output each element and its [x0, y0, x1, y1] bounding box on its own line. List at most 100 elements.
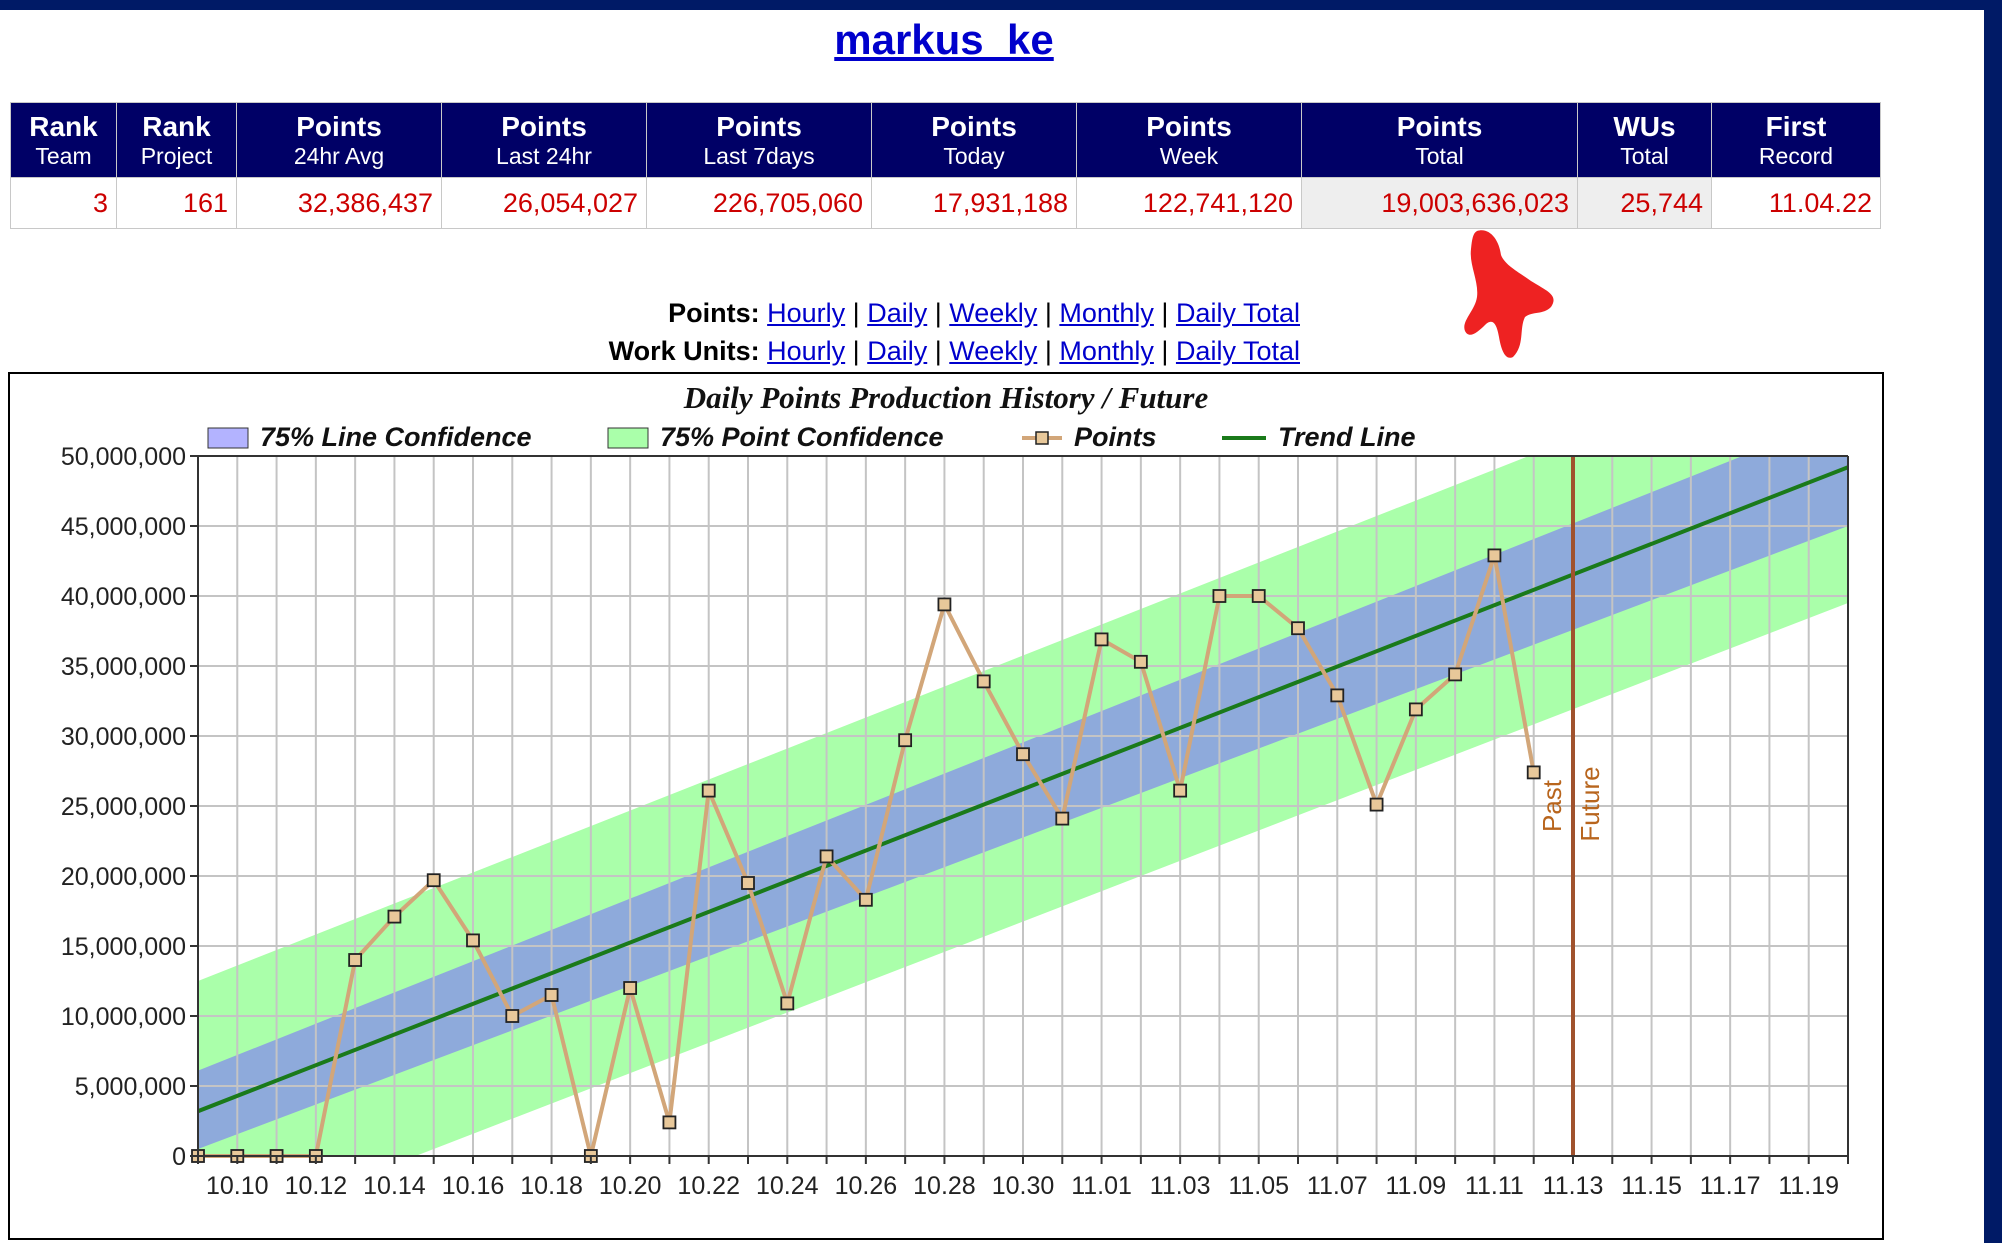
y-tick-label: 15,000,000: [61, 933, 186, 961]
points-history-chart: Daily Points Production History / Future…: [61, 380, 1849, 1200]
points-link-monthly[interactable]: Monthly: [1059, 298, 1154, 328]
x-tick-label: 11.01: [1071, 1172, 1132, 1200]
point-marker: [741, 876, 755, 890]
point-marker: [1526, 765, 1541, 780]
x-tick-label: 10.30: [992, 1172, 1055, 1200]
value-rank-team: 3: [10, 177, 117, 229]
wu-link-daily[interactable]: Daily: [867, 336, 928, 366]
stats-header-row: Rank Team Rank Project Points 24hr Avg Poin…: [10, 102, 1881, 178]
point-marker: [701, 783, 716, 798]
value-points-today: 17,931,188: [871, 177, 1077, 229]
point-marker: [1330, 688, 1345, 703]
x-tick-label: 11.11: [1465, 1172, 1524, 1200]
point-marker: [387, 909, 402, 924]
value-points-total: 19,003,636,023: [1301, 177, 1578, 229]
chart-title: Daily Points Production History / Future: [683, 380, 1209, 415]
header-points-24hr-avg: Points 24hr Avg: [236, 102, 442, 178]
y-tick-label: 20,000,000: [61, 863, 186, 891]
header-wus-total: WUs Total: [1577, 102, 1712, 178]
point-marker: [505, 1009, 520, 1023]
point-marker: [1291, 621, 1305, 636]
x-tick-label: 10.12: [285, 1172, 348, 1200]
x-tick-label: 11.07: [1307, 1172, 1368, 1200]
x-tick-label: 11.09: [1385, 1172, 1446, 1200]
work-units-links-row: Work Units: Hourly | Daily | Weekly | Mo…: [0, 336, 1300, 367]
point-marker: [1448, 667, 1463, 682]
point-marker: [544, 988, 559, 1002]
point-marker: [1055, 811, 1070, 826]
y-tick-label: 45,000,000: [61, 513, 186, 541]
point-marker: [1133, 654, 1148, 669]
x-tick-label: 10.16: [442, 1172, 505, 1200]
legend-swatch-point-confidence: [607, 427, 649, 449]
point-marker: [426, 873, 441, 888]
page-title[interactable]: markus_ke: [834, 16, 1054, 63]
legend-swatch-line-confidence: [207, 427, 249, 449]
wu-link-daily-total[interactable]: Daily Total: [1175, 336, 1300, 366]
header-points-last-24hr: Points Last 24hr: [441, 102, 647, 178]
x-tick-label: 10.22: [677, 1172, 740, 1200]
y-tick-label: 35,000,000: [61, 653, 186, 681]
x-tick-label: 10.10: [206, 1172, 269, 1200]
value-points-week: 122,741,120: [1076, 177, 1302, 229]
point-marker: [623, 981, 638, 995]
value-points-last-24hr: 26,054,027: [441, 177, 647, 229]
value-rank-project: 161: [116, 177, 237, 229]
wu-link-weekly[interactable]: Weekly: [949, 336, 1038, 366]
divider-label-future: Future: [1575, 766, 1605, 841]
point-marker: [898, 733, 913, 748]
y-tick-label: 25,000,000: [61, 793, 186, 821]
header-rank-team: Rank Team: [10, 102, 117, 178]
point-marker: [1173, 783, 1188, 798]
chart-container: Daily Points Production History / Future…: [8, 372, 1884, 1240]
points-link-daily-total[interactable]: Daily Total: [1175, 298, 1300, 328]
point-marker: [1369, 797, 1384, 812]
x-tick-label: 11.15: [1621, 1172, 1682, 1200]
stats-value-row: 3 161 32,386,437 26,054,027 226,705,060 …: [10, 177, 1881, 229]
link-separator: |: [1044, 336, 1052, 366]
point-marker: [1251, 589, 1266, 603]
wu-link-monthly[interactable]: Monthly: [1059, 336, 1154, 366]
point-marker: [1094, 632, 1109, 647]
chart-legend: 75% Line Confidence 75% Point Confidence…: [207, 422, 1416, 452]
value-points-24hr-avg: 32,386,437: [236, 177, 442, 229]
points-links-label: Points:: [668, 298, 760, 328]
x-tick-label: 10.24: [756, 1172, 819, 1200]
value-first-record: 11.04.22: [1711, 177, 1881, 229]
x-tick-label: 11.19: [1778, 1172, 1839, 1200]
link-separator: |: [934, 336, 942, 366]
x-tick-label: 11.13: [1543, 1172, 1604, 1200]
point-marker: [819, 849, 834, 864]
y-tick-label: 30,000,000: [61, 723, 186, 751]
x-tick-label: 11.03: [1150, 1172, 1211, 1200]
point-marker: [1408, 702, 1423, 717]
x-tick-label: 10.20: [599, 1172, 662, 1200]
header-points-today: Points Today: [871, 102, 1077, 178]
points-link-daily[interactable]: Daily: [867, 298, 928, 328]
header-first-record: First Record: [1711, 102, 1881, 178]
divider-label-past: Past: [1537, 779, 1567, 832]
y-tick-label: 5,000,000: [75, 1073, 186, 1101]
x-axis-ticks: 10.10 10.12 10.14 10.16 10.18 10.20 10.22 10.24…: [197, 1156, 1849, 1200]
points-links-row: Points: Hourly | Daily | Weekly | Monthl…: [0, 298, 1300, 329]
past-future-divider: Past Future: [1537, 456, 1605, 1156]
points-link-weekly[interactable]: Weekly: [949, 298, 1038, 328]
wu-link-hourly[interactable]: Hourly: [767, 336, 846, 366]
x-tick-label: 10.18: [520, 1172, 583, 1200]
link-separator: |: [1044, 298, 1052, 328]
header-points-total: Points Total: [1301, 102, 1578, 178]
points-link-hourly[interactable]: Hourly: [767, 298, 846, 328]
point-marker: [662, 1115, 677, 1130]
link-separator: |: [934, 298, 942, 328]
link-separator: |: [1161, 336, 1169, 366]
link-separator: |: [852, 298, 860, 328]
legend-label-point-confidence: 75% Point Confidence: [660, 422, 944, 452]
point-marker: [1487, 548, 1502, 563]
x-tick-label: 10.14: [363, 1172, 426, 1200]
top-border-bar: [0, 0, 2002, 10]
legend-label-points: Points: [1074, 422, 1157, 452]
value-wus-total: 25,744: [1577, 177, 1712, 229]
header-rank-project: Rank Project: [116, 102, 237, 178]
point-marker: [780, 996, 795, 1011]
right-border-bar: [1984, 0, 2002, 1243]
